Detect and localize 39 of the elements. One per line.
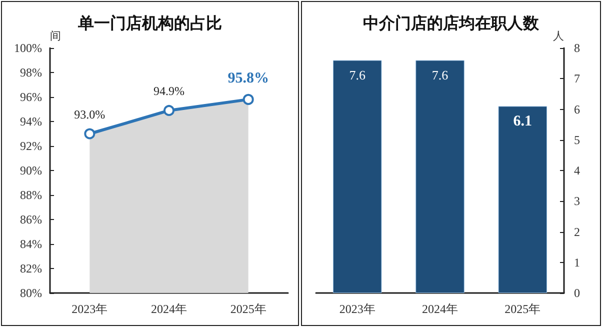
y2-tick-label: 0 [574, 286, 580, 300]
y2-tick-label: 5 [574, 132, 580, 147]
y-tick-label: 88% [20, 188, 42, 202]
point [242, 94, 254, 105]
x-tick-label: 2023年 [72, 302, 108, 316]
y-tick-label: 90% [20, 164, 42, 178]
chart-title: 中介门店的店均在职人数 [363, 14, 540, 32]
data-label: 6.1 [513, 114, 532, 130]
x-tick-label: 2024年 [422, 302, 458, 316]
data-label: 95.8% [228, 70, 269, 86]
y-tick-label: 92% [20, 139, 42, 153]
y-tick-label: 94% [20, 114, 42, 128]
y-tick-label: 100% [14, 41, 42, 55]
y-tick-label: 96% [20, 90, 42, 104]
data-label: 7.6 [432, 67, 449, 82]
y2-tick-label: 1 [574, 255, 580, 270]
x-tick-label: 2024年 [151, 302, 187, 316]
x-tick-label: 2025年 [230, 302, 266, 316]
y2-tick-label: 6 [574, 102, 580, 116]
point [164, 104, 174, 116]
y2-tick-label: 2 [574, 224, 580, 239]
y-tick-label: 98% [20, 66, 42, 80]
y2-tick-label: 8 [574, 41, 580, 55]
y2-tick-label: 3 [574, 194, 580, 208]
y2-axis-title: 人 [553, 30, 564, 42]
y-tick-label: 84% [20, 237, 42, 251]
y2-tick-label: 7 [574, 72, 580, 86]
data-label: 93.0% [74, 107, 106, 122]
y-tick-label: 80% [20, 286, 42, 300]
point [84, 128, 96, 140]
data-label: 94.9% [154, 84, 184, 98]
chart-title: 单一门店机构的占比 [77, 14, 222, 32]
x-tick-label: 2025年 [504, 302, 541, 316]
y-axis-title: 间 [50, 30, 61, 42]
x-tick-label: 2023年 [339, 302, 376, 316]
y2-tick-label: 4 [574, 164, 580, 178]
y-tick-label: 82% [20, 262, 42, 276]
data-label: 7.6 [349, 67, 366, 82]
y-tick-label: 86% [20, 212, 42, 226]
